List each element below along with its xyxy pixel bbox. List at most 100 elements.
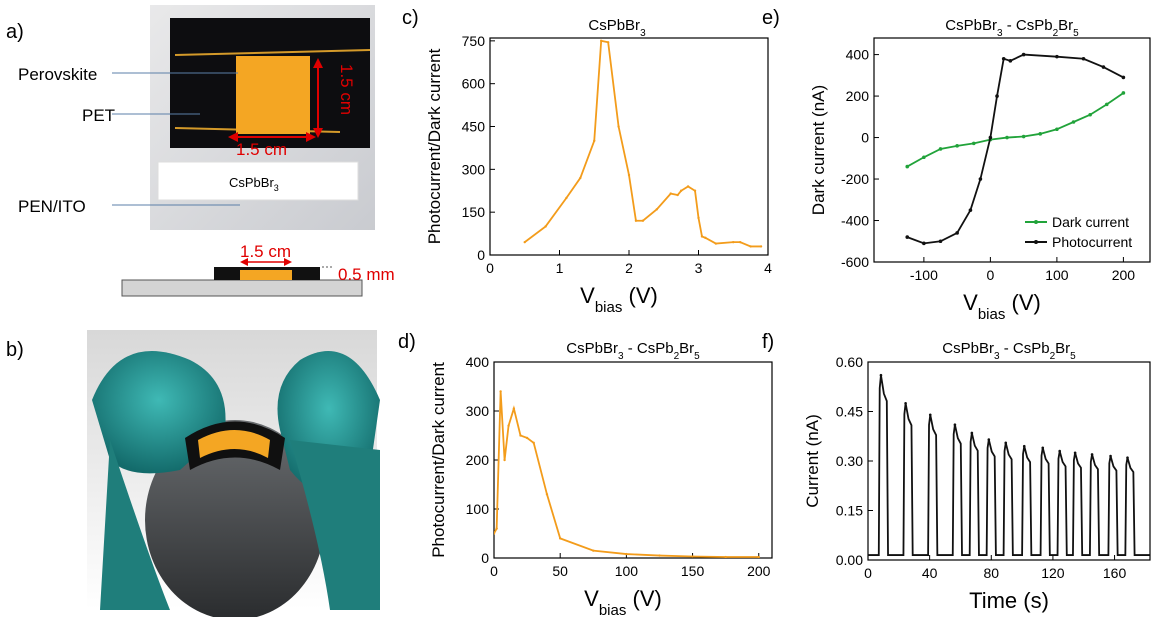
sample-label: CsPbBr3 <box>229 175 279 193</box>
y-tick-label: 0.30 <box>836 453 863 469</box>
data-point <box>658 554 661 557</box>
data-point <box>655 208 658 211</box>
dim-horizontal: 1.5 cm <box>236 140 287 159</box>
data-point <box>525 436 529 440</box>
data-point <box>700 235 704 238</box>
data-point <box>922 155 926 160</box>
data-point <box>1055 54 1059 59</box>
pulse-peak <box>987 438 991 441</box>
device-schematic <box>121 258 363 297</box>
data-point <box>978 177 983 181</box>
y-tick-label: 0 <box>477 247 485 263</box>
x-tick-label: 100 <box>615 563 639 579</box>
data-point <box>593 139 596 142</box>
data-point <box>1104 102 1109 107</box>
data-point <box>686 185 690 188</box>
data-point <box>938 147 943 151</box>
data-point <box>749 245 752 248</box>
chart-c: 0 1 2 3 4 0 150 300 450 600 750 CsPbBr3 Vbias (V) Pho… <box>425 17 772 316</box>
panel-label-a: a) <box>6 21 24 43</box>
plot-frame <box>867 361 1151 561</box>
schematic-width: 1.5 cm <box>240 242 291 261</box>
data-point <box>1005 135 1009 140</box>
series-line-0 <box>524 39 762 248</box>
y-tick-label: 100 <box>466 501 490 517</box>
x-tick-label: 2 <box>625 260 633 276</box>
data-point <box>1088 112 1092 117</box>
data-point <box>732 240 735 244</box>
data-point <box>499 390 502 393</box>
data-point <box>759 245 763 248</box>
x-tick-label: 1 <box>556 260 564 276</box>
data-point <box>1081 56 1086 61</box>
y-tick-label: -600 <box>841 254 869 270</box>
x-tick-label: 3 <box>695 260 703 276</box>
legend-label: Photocurrent <box>1052 234 1132 250</box>
data-point <box>494 532 496 535</box>
series-line-0 <box>494 391 759 558</box>
legend-label: Dark current <box>1052 214 1129 230</box>
data-point <box>938 239 943 244</box>
plot-area <box>905 52 1126 246</box>
data-point <box>968 208 973 212</box>
y-tick-label: 400 <box>846 47 870 63</box>
y-axis-label: Current (nA) <box>803 414 822 508</box>
y-tick-label: -200 <box>841 171 869 187</box>
label-pen-ito: PEN/ITO <box>18 197 86 216</box>
x-tick-label: 200 <box>747 563 771 579</box>
y-tick-label: 300 <box>462 161 486 177</box>
x-axis-label: Vbias (V) <box>584 586 662 617</box>
panel-label-e: e) <box>762 7 780 29</box>
x-tick-label: 200 <box>1112 267 1136 283</box>
pulse-trace <box>868 375 1150 556</box>
chart-e: -100 0 100 200 -600 -400 -200 0 200 400 CsPbBr3 - … <box>809 17 1151 323</box>
data-point <box>697 216 700 220</box>
y-tick-label: 600 <box>462 76 486 92</box>
pulse-peak <box>970 431 974 435</box>
x-tick-label: 150 <box>681 563 705 579</box>
data-point <box>691 555 694 558</box>
data-point <box>704 236 707 240</box>
data-point <box>922 241 926 246</box>
y-tick-label: -400 <box>841 213 869 229</box>
data-point <box>1055 127 1059 132</box>
legend-marker <box>1034 220 1038 224</box>
data-point <box>523 240 526 244</box>
pulse-peak <box>1126 456 1129 460</box>
data-point <box>617 125 620 128</box>
plot-area <box>494 390 760 558</box>
data-point <box>669 192 672 195</box>
plot-frame <box>493 361 773 559</box>
x-tick-label: 50 <box>552 563 568 579</box>
y-tick-label: 0.60 <box>836 354 863 370</box>
data-point <box>1121 91 1126 95</box>
data-point <box>1021 52 1026 57</box>
data-point <box>724 555 727 558</box>
legend-marker <box>1034 240 1038 244</box>
data-point <box>676 193 679 197</box>
data-point <box>627 173 631 177</box>
y-tick-label: 400 <box>466 354 490 370</box>
data-point <box>995 94 999 98</box>
chart-title: CsPbBr3 - CsPb2Br5 <box>566 340 700 362</box>
pulse-peak <box>1041 446 1045 450</box>
data-point <box>641 219 645 222</box>
panel-label-b: b) <box>6 339 24 361</box>
plot-frame <box>489 37 769 256</box>
x-tick-label: 0 <box>864 565 872 581</box>
y-tick-label: 0 <box>861 130 869 146</box>
data-point <box>1121 75 1126 80</box>
label-perovskite: Perovskite <box>18 65 97 84</box>
panel-label-f: f) <box>762 331 774 353</box>
y-tick-label: 0.45 <box>836 404 863 420</box>
data-point <box>757 555 760 558</box>
bending-photo <box>87 330 380 617</box>
plot-area <box>868 373 1150 556</box>
x-tick-label: 0 <box>486 260 494 276</box>
data-point <box>606 41 610 44</box>
y-axis-label: Dark current (nA) <box>809 85 828 215</box>
x-tick-label: -100 <box>910 267 938 283</box>
dim-vertical: 1.5 cm <box>337 64 356 115</box>
data-point <box>579 176 582 180</box>
y-tick-label: 0 <box>481 550 489 566</box>
